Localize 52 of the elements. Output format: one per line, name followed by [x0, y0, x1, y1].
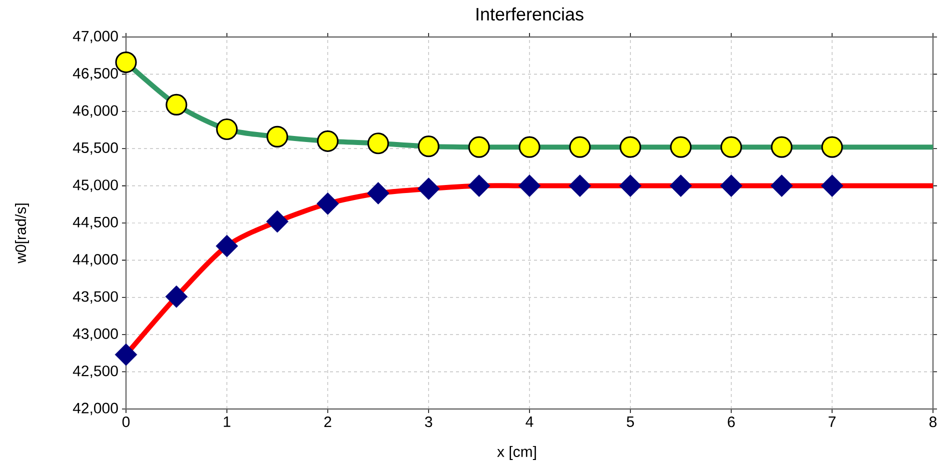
point: [770, 136, 792, 158]
y-tick-label: 45,000: [72, 180, 118, 192]
y-tick-label: 46,000: [72, 105, 118, 118]
point: [670, 136, 692, 158]
point: [316, 130, 339, 152]
y-tick-label: 44,000: [72, 254, 118, 266]
point: [316, 192, 339, 215]
point: [114, 343, 138, 366]
y-tick-label: 42,000: [72, 402, 118, 416]
x-tick-label: 5: [626, 416, 634, 427]
point: [166, 94, 188, 116]
x-tick-label: 7: [828, 416, 836, 427]
point: [418, 136, 440, 158]
point: [518, 136, 540, 158]
point: [417, 178, 440, 200]
point: [720, 136, 742, 158]
point: [770, 174, 793, 197]
point: [216, 118, 238, 140]
point: [720, 174, 742, 197]
point: [216, 234, 238, 258]
point: [619, 174, 642, 197]
y-tick-label: 46,500: [72, 68, 118, 80]
point: [821, 136, 843, 158]
y-tick-label: 43,500: [72, 291, 118, 304]
point: [266, 210, 288, 233]
y-tick-label: 43,000: [72, 328, 118, 341]
y-tick-label: 44,500: [72, 216, 118, 230]
point: [568, 174, 592, 197]
x-tick-label: 2: [324, 416, 332, 427]
point: [620, 136, 642, 158]
y-tick-label: 47,000: [72, 30, 118, 44]
y-axis-title: w0[rad/s]: [15, 204, 29, 264]
x-tick-label: 8: [929, 416, 937, 428]
chart-title: Interferencias: [476, 7, 584, 21]
point: [820, 174, 844, 197]
x-tick-label: 3: [425, 416, 432, 428]
point: [468, 174, 490, 197]
point: [367, 182, 390, 204]
y-tick-label: 45,500: [72, 142, 118, 155]
point: [518, 174, 541, 197]
point: [569, 136, 591, 158]
x-axis-title: x [cm]: [497, 446, 536, 460]
point: [670, 174, 692, 197]
point: [367, 132, 389, 154]
x-tick-label: 6: [728, 416, 735, 428]
x-tick-label: 0: [122, 416, 130, 428]
y-tick-label: 42,500: [72, 366, 118, 378]
point: [165, 285, 188, 308]
point: [468, 136, 490, 158]
x-tick-label: 4: [526, 416, 534, 427]
x-tick-label: 1: [224, 416, 230, 427]
point: [266, 126, 288, 148]
